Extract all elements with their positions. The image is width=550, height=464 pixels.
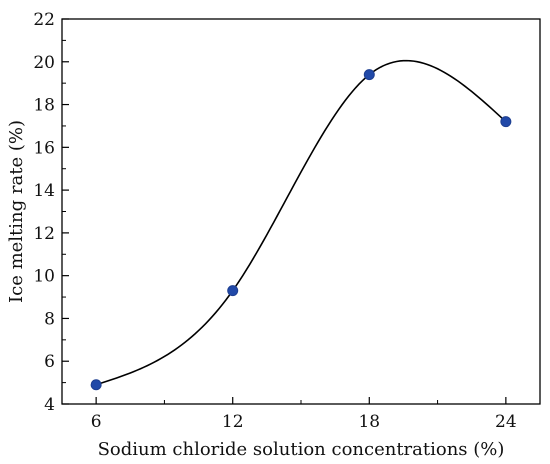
x-tick-label: 6 — [91, 412, 102, 432]
data-point — [500, 116, 512, 128]
y-tick-label: 16 — [33, 138, 55, 158]
y-tick-label: 4 — [44, 395, 55, 415]
x-axis-ticks: 6 12 18 24 — [91, 397, 517, 432]
y-tick-label: 8 — [44, 309, 55, 329]
x-axis-label: Sodium chloride solution concentrations … — [98, 439, 505, 460]
y-tick-label: 6 — [44, 352, 55, 372]
data-point — [227, 285, 239, 297]
data-point — [363, 69, 375, 81]
x-tick-label: 12 — [222, 412, 244, 432]
y-axis-label: Ice melting rate (%) — [6, 120, 27, 303]
data-point — [90, 379, 102, 391]
y-tick-label: 22 — [33, 10, 55, 30]
y-tick-label: 10 — [33, 267, 55, 287]
data-points — [90, 69, 512, 391]
plot-frame — [61, 18, 541, 405]
x-tick-label: 24 — [495, 412, 517, 432]
y-axis-ticks: 4 6 8 10 12 14 16 18 20 22 — [33, 10, 69, 415]
series-line — [95, 59, 507, 386]
y-tick-label: 12 — [33, 224, 55, 244]
y-tick-label: 18 — [33, 96, 55, 116]
y-tick-label: 20 — [33, 53, 55, 73]
y-tick-label: 14 — [33, 181, 55, 201]
x-tick-label: 18 — [358, 412, 380, 432]
